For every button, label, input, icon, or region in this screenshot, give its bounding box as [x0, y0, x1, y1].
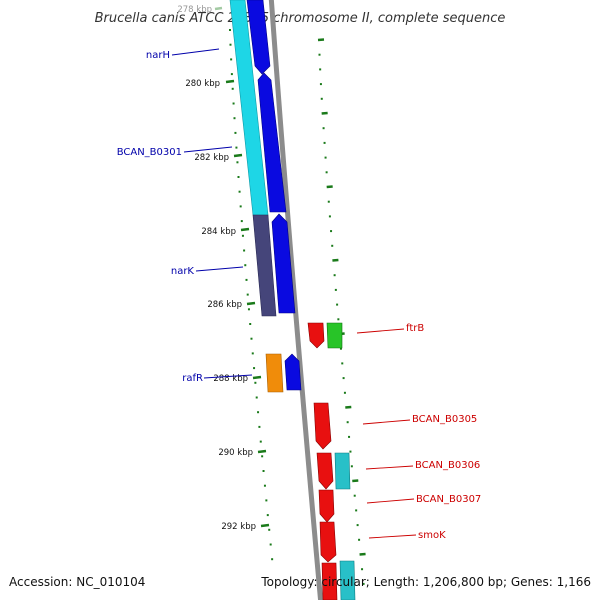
chromosome-backbone [268, 0, 324, 600]
gene-red-bottom[interactable] [321, 562, 338, 600]
gene-red-BCAN_B0305[interactable] [313, 402, 332, 450]
gene-red-smoK[interactable] [319, 521, 337, 563]
gene-label-BCAN_B0305[interactable]: BCAN_B0305 [412, 414, 477, 425]
scale-tick [352, 479, 359, 483]
kbp-tick-marks [214, 6, 270, 528]
kbp-label: 286 kbp [207, 300, 242, 310]
left-gene-labels: narH BCAN_B0301 narK rafR [117, 48, 253, 384]
outer-ticks [317, 38, 366, 585]
gene-label-rafR[interactable]: rafR [182, 373, 203, 384]
gene-purple-block[interactable] [252, 214, 277, 317]
scale-tick [326, 185, 333, 189]
gene-label-BCAN_B0301[interactable]: BCAN_B0301 [117, 147, 182, 158]
gene-label-smoK[interactable]: smoK [418, 530, 446, 541]
gene-red-BCAN_B0307[interactable] [318, 489, 335, 523]
kbp-label: 280 kbp [185, 79, 220, 89]
map-title: Brucella canis ATCC 23365 chromosome II,… [95, 11, 506, 26]
kbp-label: 288 kbp [213, 374, 248, 384]
gene-teal[interactable] [334, 452, 351, 490]
gene-label-ftrB[interactable]: ftrB [406, 323, 424, 334]
gene-label-BCAN_B0307[interactable]: BCAN_B0307 [416, 494, 481, 505]
scale-tick [345, 405, 352, 409]
gene-teal-bottom[interactable] [339, 560, 356, 600]
scale-tick [317, 38, 325, 42]
kbp-label: 278 kbp [177, 5, 212, 15]
gene-label-narH[interactable]: narH [146, 50, 170, 61]
kbp-label: 282 kbp [194, 153, 229, 163]
kbp-label: 292 kbp [221, 522, 256, 532]
scale-tick [332, 258, 339, 262]
topology-text: Topology: circular; Length: 1,206,800 bp… [260, 575, 591, 589]
accession-text: Accession: NC_010104 [9, 575, 145, 589]
gene-blue-1[interactable] [246, 0, 271, 75]
gene-label-narK[interactable]: narK [171, 266, 195, 277]
scale-tick [359, 552, 366, 556]
scale-tick [321, 111, 328, 115]
gene-label-BCAN_B0306[interactable]: BCAN_B0306 [415, 460, 480, 471]
gene-blue-2[interactable] [257, 72, 287, 213]
kbp-label: 284 kbp [201, 227, 236, 237]
gene-orange[interactable] [265, 353, 284, 393]
gene-red-BCAN_B0306[interactable] [316, 452, 334, 490]
gene-blue-4[interactable] [284, 353, 302, 391]
gene-blue-3[interactable] [271, 213, 296, 314]
right-gene-labels: ftrB BCAN_B0305 BCAN_B0306 BCAN_B0307 sm… [356, 323, 481, 541]
gene-green[interactable] [326, 322, 343, 349]
inner-ticks [229, 29, 274, 561]
gene-red-ftrB[interactable] [307, 322, 325, 349]
kbp-label: 290 kbp [218, 448, 253, 458]
